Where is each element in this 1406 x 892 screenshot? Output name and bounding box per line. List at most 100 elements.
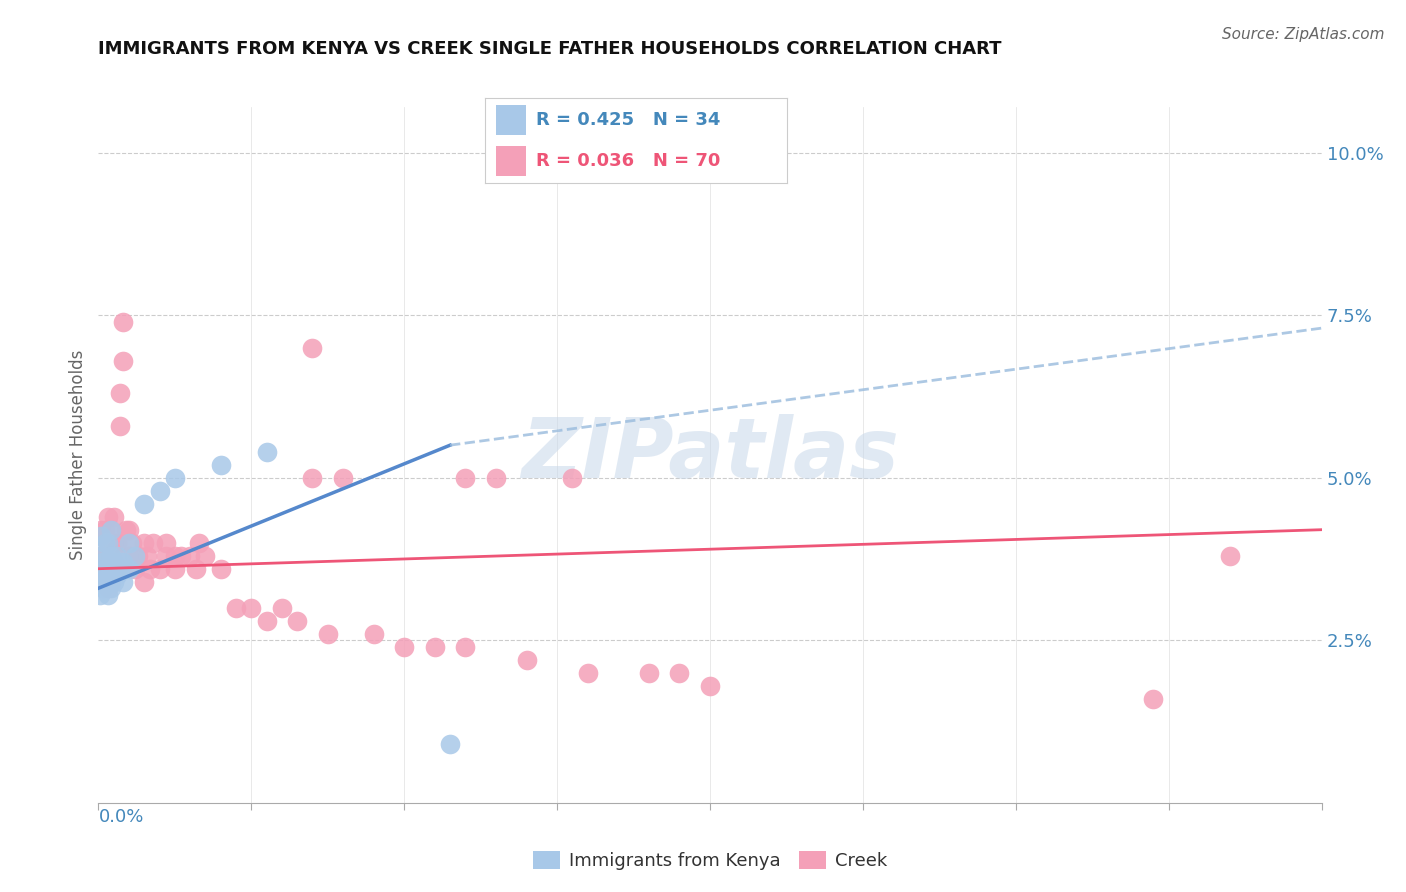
Point — [97, 562, 120, 576]
Point — [209, 458, 232, 472]
Y-axis label: Single Father Households: Single Father Households — [69, 350, 87, 560]
Point — [105, 562, 128, 576]
Point — [134, 535, 156, 549]
Text: ZIPatlas: ZIPatlas — [522, 415, 898, 495]
Point — [142, 535, 165, 549]
Point — [392, 640, 416, 654]
Point — [97, 588, 120, 602]
Point — [170, 549, 193, 563]
Point — [90, 529, 112, 543]
Point — [209, 562, 232, 576]
Point — [256, 444, 278, 458]
Point — [93, 574, 115, 589]
Point — [118, 523, 141, 537]
Point — [256, 614, 278, 628]
Point — [108, 386, 131, 401]
Point — [93, 549, 115, 563]
Point — [105, 535, 128, 549]
Point — [103, 535, 125, 549]
Point — [668, 665, 690, 680]
Point — [94, 568, 117, 582]
Point — [91, 562, 114, 576]
Point — [124, 562, 146, 576]
Point — [188, 535, 211, 549]
Text: R = 0.036   N = 70: R = 0.036 N = 70 — [537, 153, 721, 170]
Point — [100, 549, 122, 563]
Point — [186, 562, 208, 576]
Point — [89, 588, 111, 602]
Point — [91, 555, 114, 569]
Point — [301, 341, 323, 355]
Point — [301, 471, 323, 485]
Point — [93, 523, 115, 537]
Point — [90, 574, 112, 589]
Point — [111, 555, 134, 569]
Point — [93, 535, 115, 549]
Point — [155, 535, 177, 549]
Text: Source: ZipAtlas.com: Source: ZipAtlas.com — [1222, 27, 1385, 42]
Point — [316, 626, 339, 640]
Point — [124, 549, 146, 563]
Point — [179, 549, 201, 563]
Point — [97, 562, 120, 576]
Point — [139, 562, 162, 576]
Point — [111, 315, 134, 329]
Point — [103, 562, 125, 576]
Point — [225, 600, 247, 615]
Legend: Immigrants from Kenya, Creek: Immigrants from Kenya, Creek — [526, 844, 894, 877]
Text: IMMIGRANTS FROM KENYA VS CREEK SINGLE FATHER HOUSEHOLDS CORRELATION CHART: IMMIGRANTS FROM KENYA VS CREEK SINGLE FA… — [98, 40, 1002, 58]
Point — [93, 562, 115, 576]
Point — [97, 535, 120, 549]
Point — [90, 574, 112, 589]
Point — [103, 574, 125, 589]
Bar — [496, 105, 526, 135]
Point — [439, 737, 461, 751]
Point — [91, 581, 114, 595]
Point — [454, 471, 477, 485]
Point — [100, 568, 122, 582]
Point — [127, 549, 149, 563]
Point — [576, 665, 599, 680]
Point — [332, 471, 354, 485]
Point — [699, 679, 721, 693]
Point — [149, 483, 172, 498]
Point — [93, 574, 115, 589]
Point — [100, 549, 122, 563]
Point — [1142, 691, 1164, 706]
Point — [111, 574, 134, 589]
Point — [270, 600, 292, 615]
Point — [108, 418, 131, 433]
Point — [90, 549, 112, 563]
Text: 0.0%: 0.0% — [98, 808, 143, 826]
Point — [149, 562, 172, 576]
Point — [423, 640, 446, 654]
Point — [194, 549, 217, 563]
Point — [118, 549, 141, 563]
Point — [97, 535, 120, 549]
Point — [516, 653, 538, 667]
Point — [115, 523, 138, 537]
Point — [637, 665, 661, 680]
Point — [134, 497, 156, 511]
Point — [163, 471, 186, 485]
Point — [103, 555, 125, 569]
Point — [97, 509, 120, 524]
Point — [103, 509, 125, 524]
Text: R = 0.425   N = 34: R = 0.425 N = 34 — [537, 111, 721, 128]
Point — [97, 574, 120, 589]
Point — [100, 574, 122, 589]
Point — [105, 568, 128, 582]
Point — [454, 640, 477, 654]
Point — [118, 562, 141, 576]
Point — [108, 562, 131, 576]
Point — [100, 523, 122, 537]
Point — [155, 549, 177, 563]
Point — [163, 549, 186, 563]
Point — [561, 471, 583, 485]
Point — [363, 626, 385, 640]
Point — [100, 581, 122, 595]
Point — [240, 600, 263, 615]
Point — [163, 562, 186, 576]
Point — [105, 549, 128, 563]
Point — [136, 549, 159, 563]
